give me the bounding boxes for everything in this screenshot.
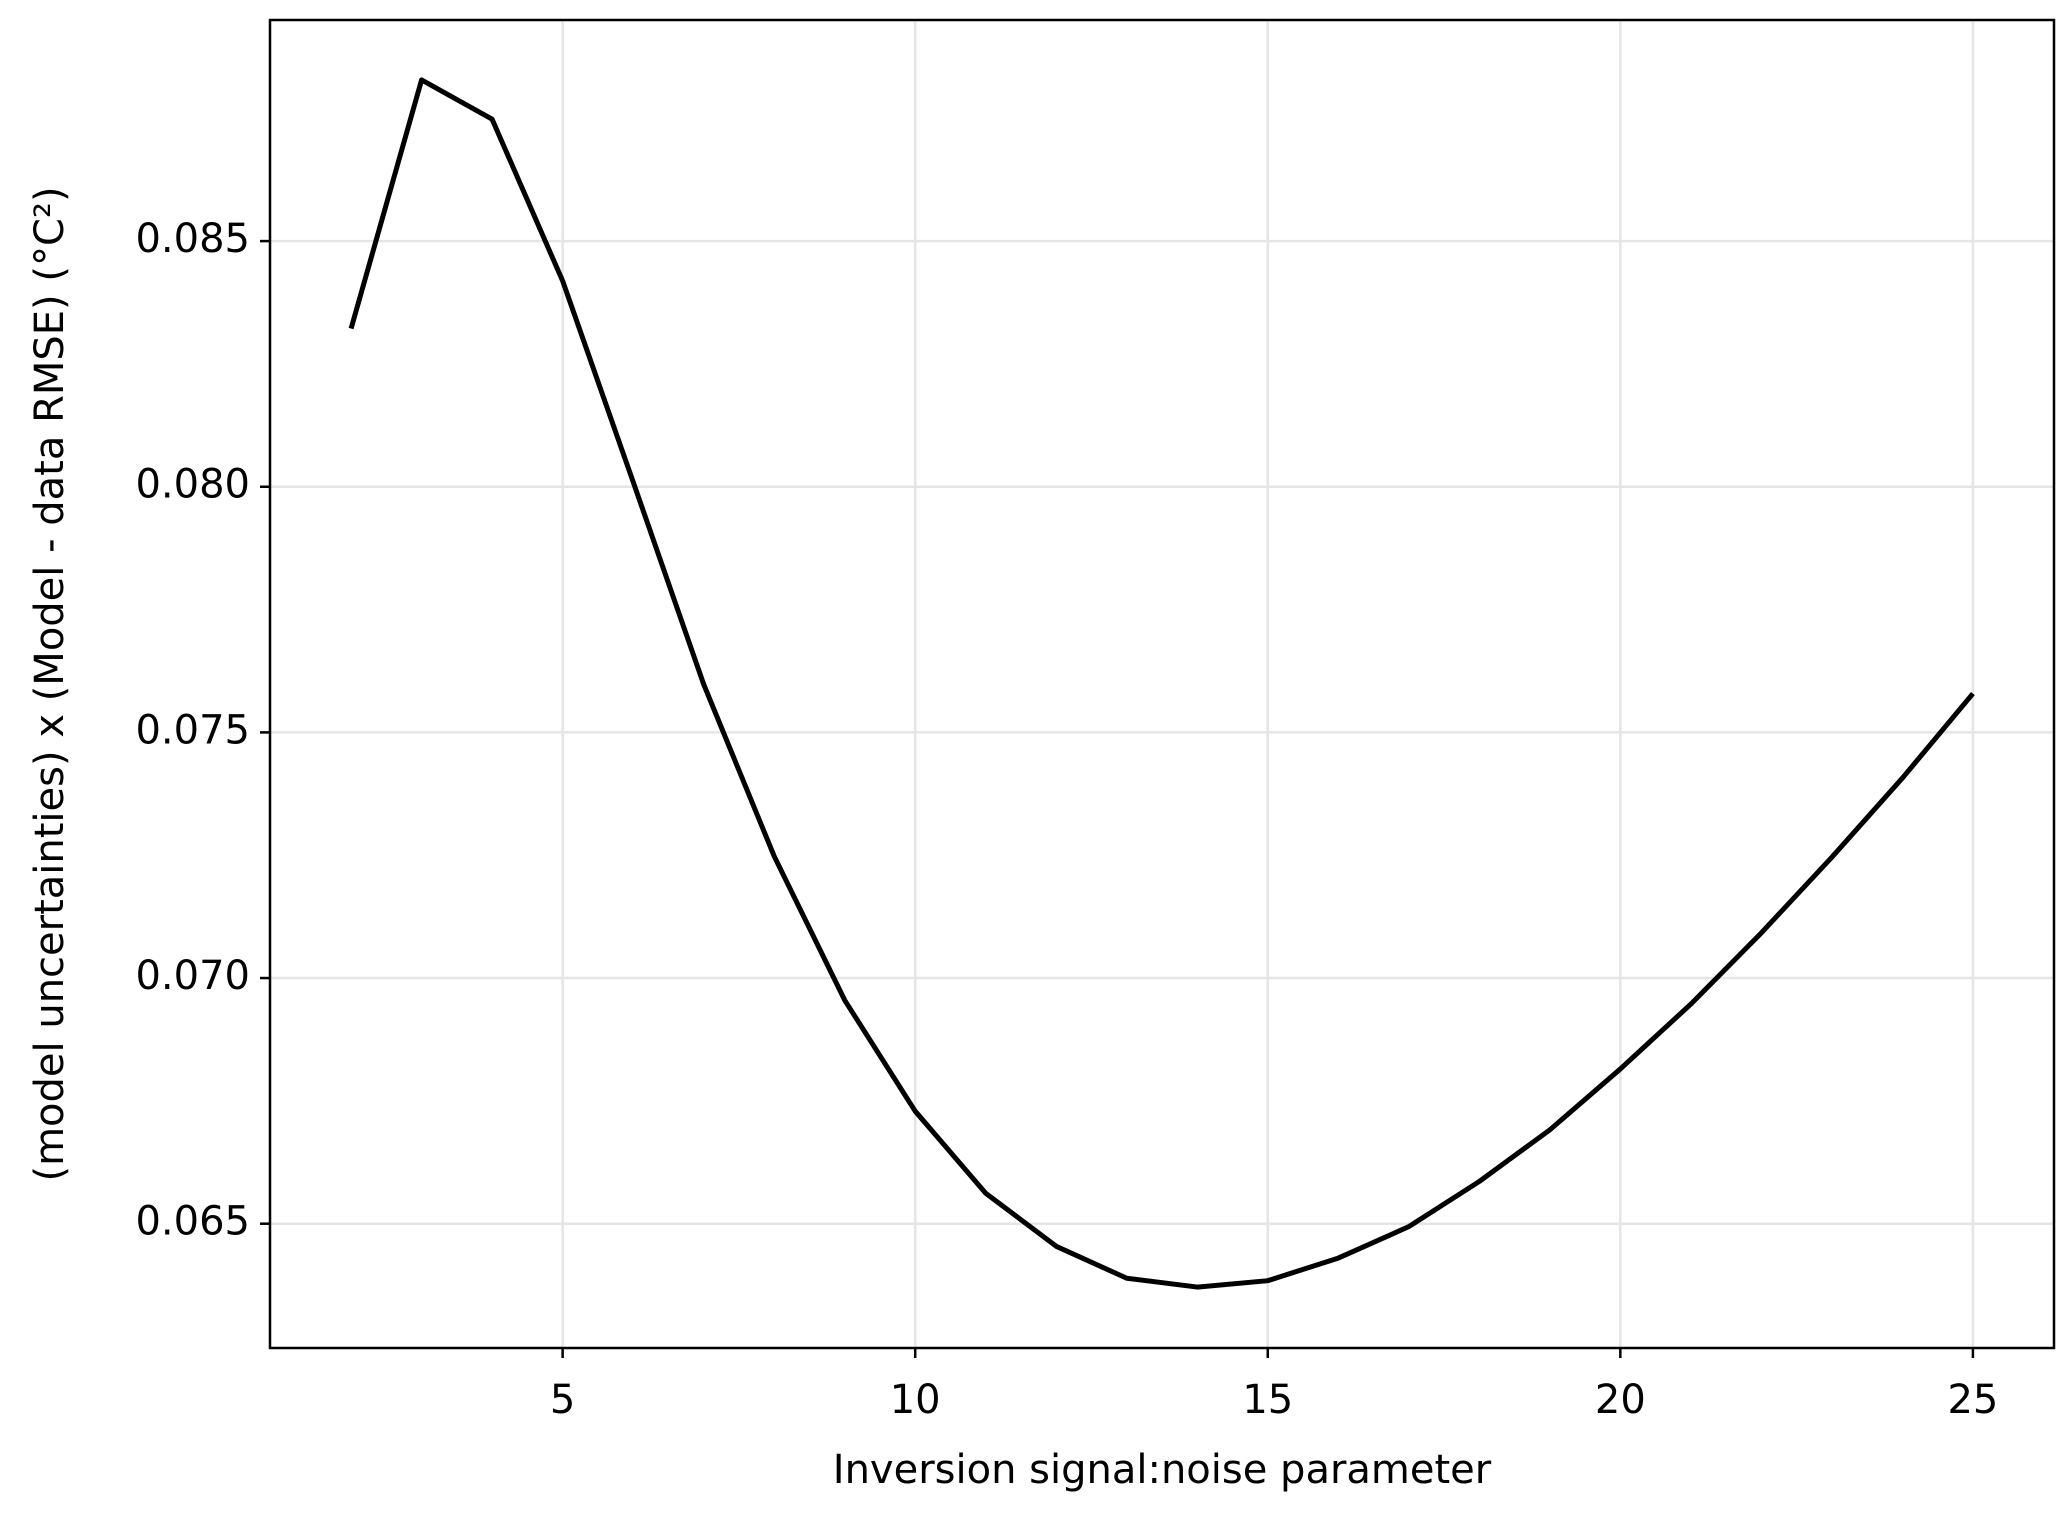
- x-tick-label: 15: [1242, 1377, 1293, 1423]
- y-tick-label: 0.075: [135, 707, 250, 753]
- x-tick-label: 25: [1947, 1377, 1998, 1423]
- y-tick-label: 0.065: [135, 1199, 250, 1245]
- x-tick-label: 5: [550, 1377, 575, 1423]
- x-axis-label: Inversion signal:noise parameter: [833, 1447, 1492, 1493]
- y-tick-label: 0.080: [135, 462, 250, 508]
- x-tick-label: 10: [890, 1377, 941, 1423]
- plot-frame: [268, 18, 2056, 1350]
- y-tick-label: 0.070: [135, 953, 250, 999]
- y-axis-label: (model uncertainties) x (Model - data RM…: [27, 186, 73, 1181]
- line: [348, 77, 1975, 1290]
- y-tick-label: 0.085: [135, 216, 250, 262]
- x-tick-label: 20: [1595, 1377, 1646, 1423]
